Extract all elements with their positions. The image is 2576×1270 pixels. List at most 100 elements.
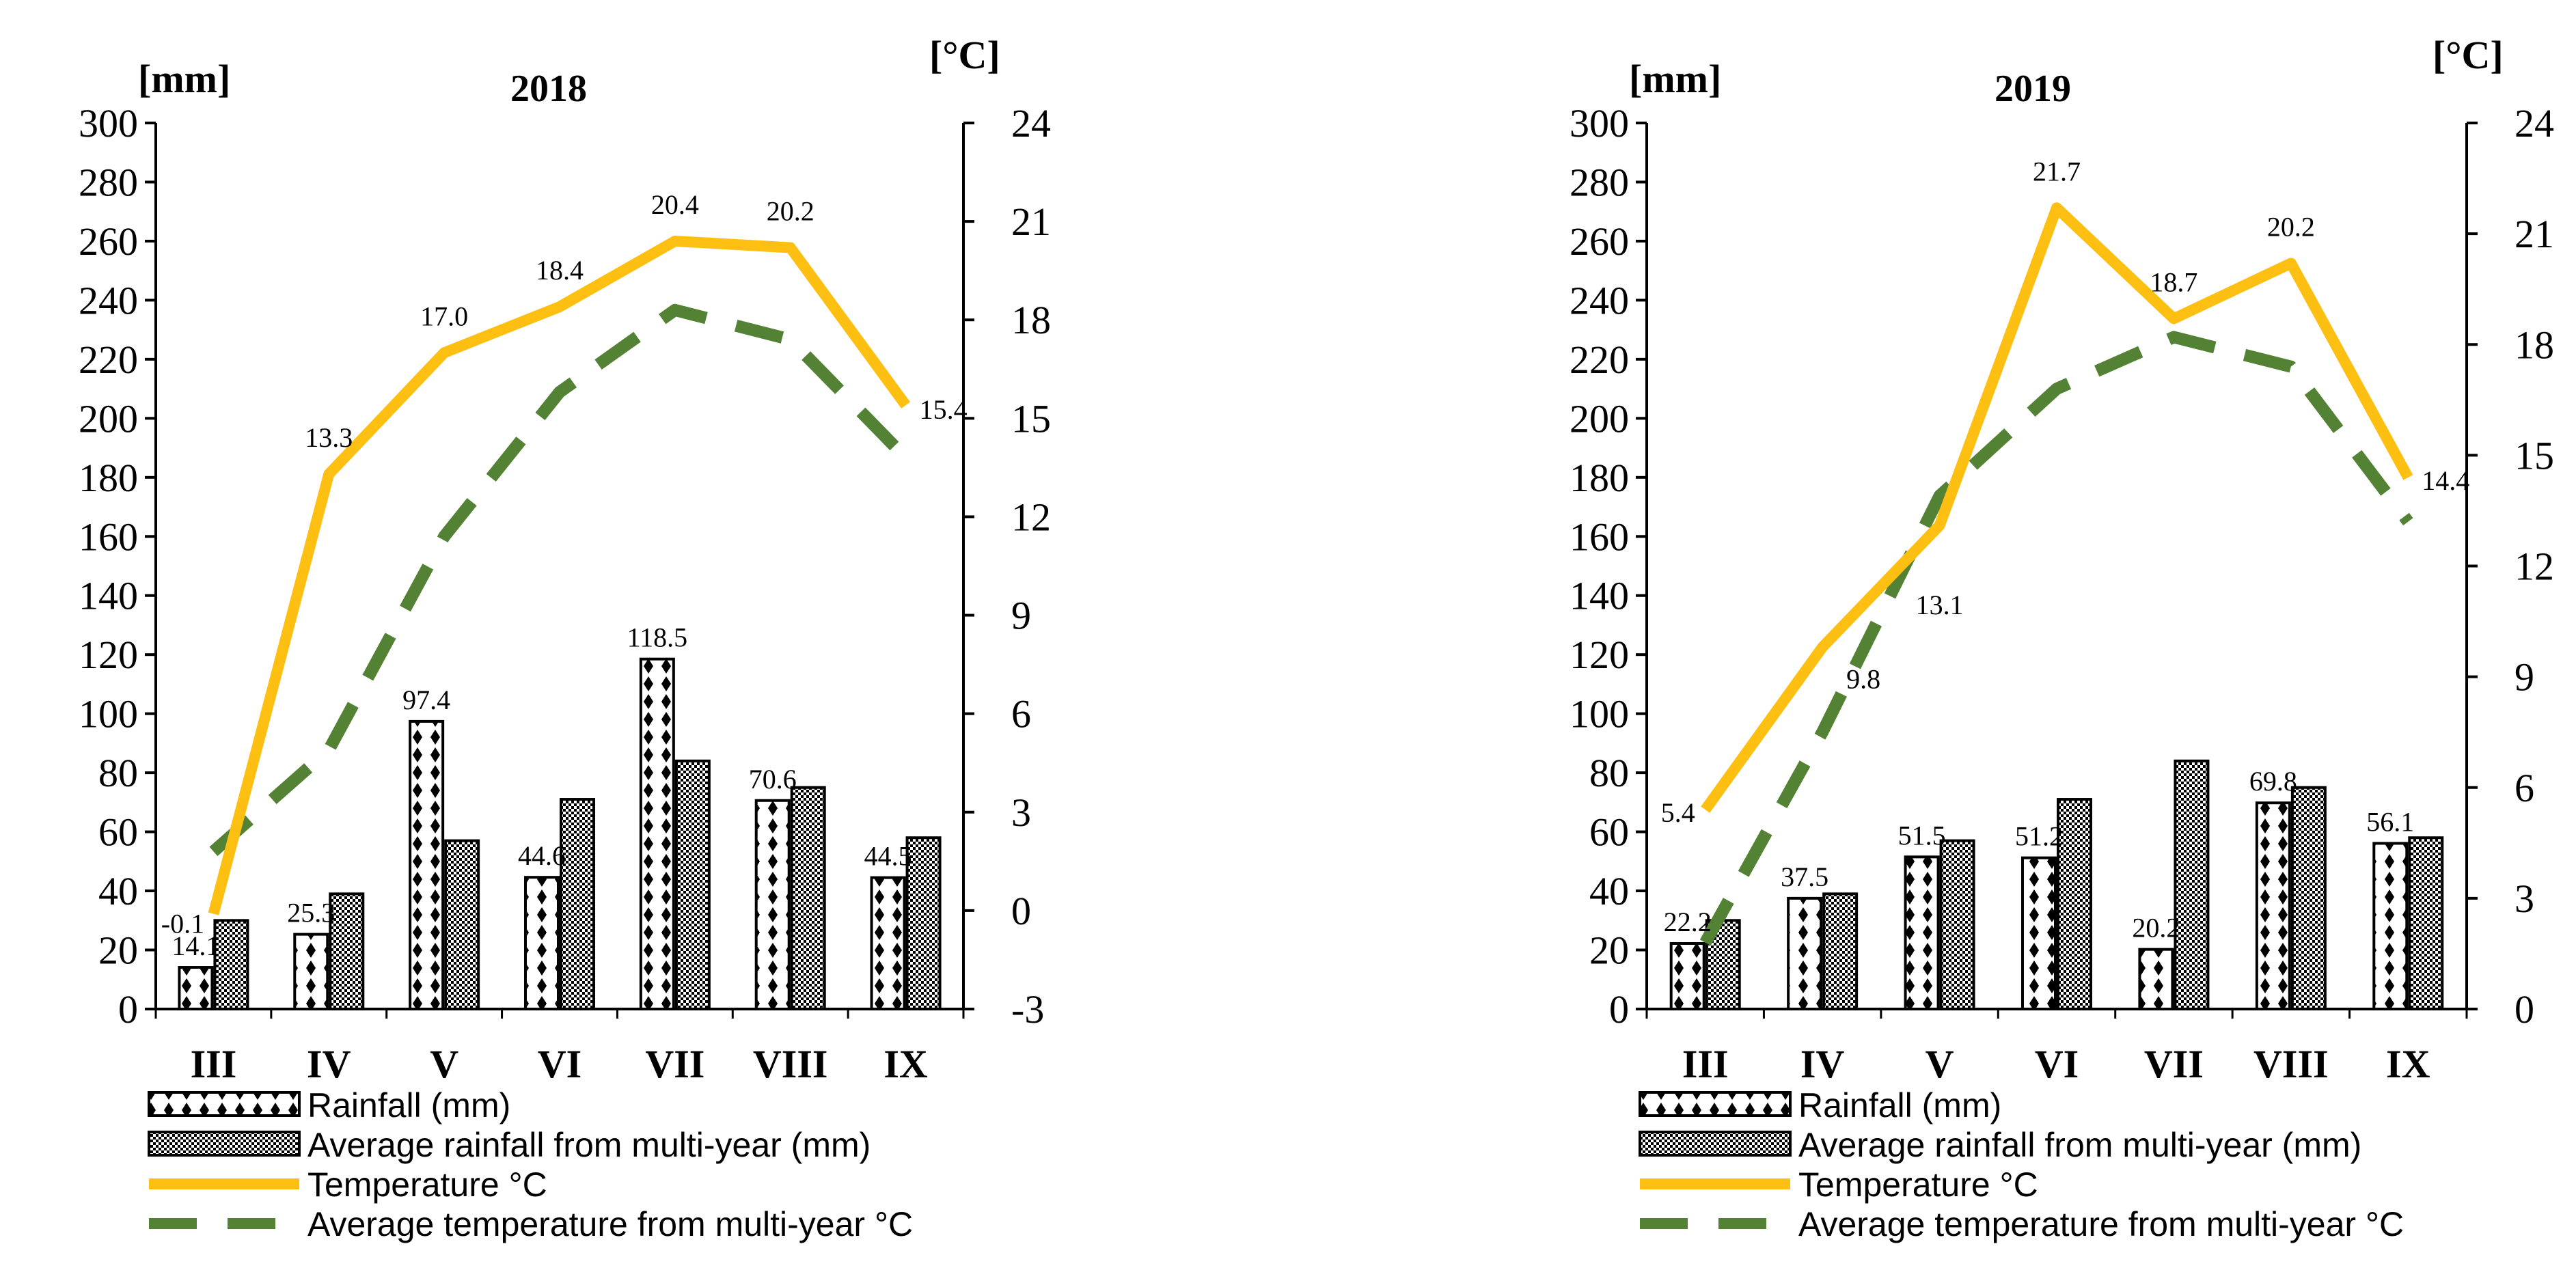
legend-temperature: Temperature °C	[1640, 1165, 2038, 1204]
legend-avg-temperature: Average temperature from multi-year °C	[149, 1205, 913, 1243]
temperature-data-label: 15.4	[920, 394, 968, 425]
avg-rainfall-bar	[674, 759, 711, 1010]
left-tick-label: 20	[98, 928, 138, 973]
left-tick-label: 100	[79, 692, 138, 736]
x-tick-label: V	[430, 1042, 458, 1086]
avg-rainfall-bar	[2408, 836, 2444, 1011]
temperature-data-label: 18.7	[2150, 266, 2197, 297]
rainfall-data-label: 44.5	[864, 841, 912, 872]
right-tick-label: 21	[2515, 212, 2554, 256]
temperature-data-label: 5.4	[1661, 797, 1695, 828]
x-tick-label: III	[191, 1042, 237, 1086]
right-tick-label: 0	[1011, 889, 1031, 933]
x-tick-label: IX	[2386, 1042, 2430, 1086]
legend-avg-rainfall: Average rainfall from multi-year (mm)	[1639, 1126, 2361, 1164]
temperature-data-label: 18.4	[536, 255, 584, 286]
rainfall-data-label: 97.4	[402, 685, 450, 715]
rainfall-bar	[2372, 842, 2409, 1011]
left-tick-label: 200	[1570, 396, 1629, 441]
x-tick-label: VI	[538, 1042, 581, 1086]
right-tick-label: 6	[1011, 692, 1031, 736]
left-tick-label: 220	[1570, 337, 1629, 382]
left-tick-label: 60	[98, 810, 138, 855]
rainfall-data-label: 44.6	[518, 840, 566, 871]
temperature-data-label: 13.3	[305, 422, 353, 453]
legend-label: Temperature °C	[1798, 1165, 2038, 1204]
legend-label: Temperature °C	[307, 1165, 547, 1204]
left-tick-label: 60	[1589, 810, 1629, 855]
chart-2018: 0204060801001201401601802002202402602803…	[79, 33, 1051, 1243]
rainfall-data-label: 51.2	[2015, 821, 2063, 852]
avg-temperature-line	[1699, 331, 2413, 946]
left-tick-label: 40	[1589, 869, 1629, 913]
avg-rainfall-bar	[905, 836, 942, 1011]
left-tick-label: 0	[1609, 987, 1629, 1032]
x-tick-label: VIII	[2253, 1042, 2329, 1086]
avg-rainfall-bar	[329, 892, 365, 1011]
x-tick-label: IX	[883, 1042, 928, 1086]
right-tick-label: 18	[1011, 298, 1051, 342]
rainfall-bar	[639, 657, 675, 1010]
legend-label: Rainfall (mm)	[1798, 1086, 2001, 1124]
rainfall-bar	[2255, 801, 2291, 1010]
right-tick-label: 3	[2515, 876, 2534, 921]
legend-label: Rainfall (mm)	[307, 1086, 510, 1124]
temperature-data-label: 13.1	[1916, 590, 1964, 620]
rainfall-data-label: 22.2	[1664, 907, 1712, 937]
avg-rainfall-bar	[2057, 798, 2092, 1010]
left-tick-label: 260	[1570, 219, 1629, 264]
avg-rainfall-bar	[2290, 786, 2327, 1010]
right-axis-unit: [°C]	[929, 33, 1000, 77]
x-tick-label: IV	[1800, 1042, 1845, 1086]
temperature-line	[208, 235, 911, 915]
chart-2019: 0204060801001201401601802002202402602803…	[1570, 33, 2554, 1243]
rainfall-bar	[2138, 948, 2174, 1011]
rainfall-bar	[293, 933, 329, 1010]
right-tick-label: 12	[2515, 544, 2554, 589]
legend-avg-rainfall: Average rainfall from multi-year (mm)	[148, 1126, 871, 1164]
left-tick-label: 40	[98, 869, 138, 913]
avg-rainfall-bar	[444, 839, 480, 1010]
right-tick-label: 15	[1011, 396, 1051, 441]
left-tick-label: 180	[79, 456, 138, 500]
chart-title: 2019	[1995, 68, 2071, 110]
legend-swatch-rainfall	[148, 1091, 301, 1117]
left-tick-label: 160	[1570, 514, 1629, 559]
temperature-data-label: 20.2	[767, 196, 814, 227]
rainfall-bar	[870, 876, 906, 1011]
right-tick-label: -3	[1011, 987, 1044, 1032]
rainfall-data-label: 70.6	[749, 764, 797, 795]
right-tick-label: 0	[2515, 987, 2534, 1032]
legend-swatch-avg-rainfall	[148, 1131, 301, 1157]
temperature-line	[1701, 202, 2413, 813]
x-tick-label: VI	[2035, 1042, 2079, 1086]
rainfall-data-label: 56.1	[2366, 806, 2414, 837]
x-tick-label: III	[1682, 1042, 1729, 1086]
left-tick-label: 120	[1570, 633, 1629, 677]
right-tick-label: 9	[1011, 594, 1031, 638]
rainfall-data-label: 14.1	[172, 930, 219, 961]
right-tick-label: 3	[1011, 790, 1031, 835]
rainfall-bar	[1669, 942, 1705, 1010]
left-tick-label: 240	[79, 278, 138, 322]
avg-rainfall-bar	[1822, 892, 1859, 1011]
x-tick-label: VII	[645, 1042, 704, 1086]
left-tick-label: 80	[98, 751, 138, 795]
x-tick-label: IV	[307, 1042, 351, 1086]
left-tick-label: 0	[118, 987, 138, 1032]
left-tick-label: 240	[1570, 278, 1629, 322]
right-axis-unit: [°C]	[2433, 33, 2504, 77]
chart-title: 2018	[510, 68, 587, 110]
left-tick-label: 140	[1570, 574, 1629, 618]
temperature-data-label: 17.0	[420, 301, 468, 331]
left-tick-label: 280	[79, 160, 138, 204]
legend-swatch-rainfall	[1639, 1091, 1792, 1117]
avg-rainfall-bar	[1939, 839, 1975, 1010]
legend-avg-temperature: Average temperature from multi-year °C	[1640, 1205, 2404, 1243]
rainfall-data-label: 51.5	[1898, 820, 1946, 851]
rainfall-data-label: 69.8	[2249, 766, 2297, 797]
x-tick-label: VIII	[753, 1042, 828, 1086]
temperature-data-label: 20.4	[651, 189, 699, 220]
left-tick-label: 120	[79, 633, 138, 677]
